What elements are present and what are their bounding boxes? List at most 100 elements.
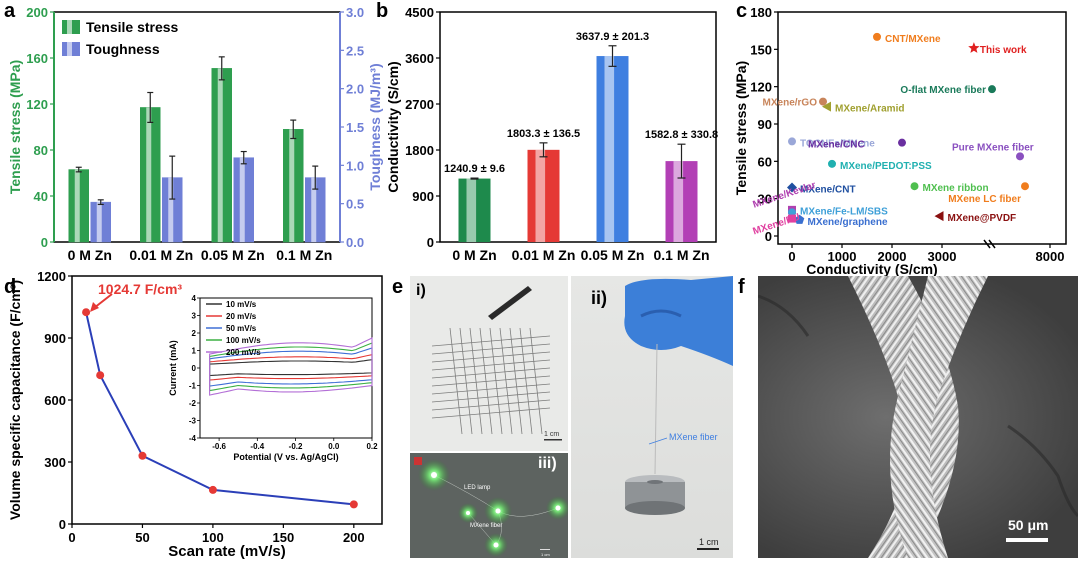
panel-d-inset-legend-label: 20 mV/s xyxy=(226,312,257,321)
panel-c-label-mxene-lc-fiber: MXene LC fiber xyxy=(948,194,1021,205)
panel-d-data-point xyxy=(82,308,91,317)
clip-icon xyxy=(414,457,422,465)
panel-b-xtick-label: 0.1 M Zn xyxy=(653,247,709,263)
panel-d-inset-xlabel: Potential (V vs. Ag/AgCl) xyxy=(233,452,338,462)
panel-letter-f: f xyxy=(738,276,745,298)
photo-e-i: i) 1 cm xyxy=(410,276,568,451)
mxene-fiber-line xyxy=(654,343,658,475)
panel-c-ytick-label: 60 xyxy=(758,154,772,169)
panel-d-data-point xyxy=(208,485,217,494)
panel-a-ytick-label: 80 xyxy=(34,143,48,158)
panel-d-inset-xtick-label: 0.0 xyxy=(328,442,340,451)
panel-b-data-label: 1240.9 ± 9.6 xyxy=(444,163,505,175)
panel-d-xtick-label: 200 xyxy=(343,530,365,545)
photo-e-iii-label: iii) xyxy=(538,455,557,472)
panel-a-bar-sheen xyxy=(289,129,295,242)
panel-a-ytick-label: 40 xyxy=(34,189,48,204)
photo-e-iii: iii) LED lamp MXene fiber 1 cm xyxy=(410,453,568,558)
panel-d-inset-ytick-label: -4 xyxy=(189,434,197,443)
panel-b-data-label: 3637.9 ± 201.3 xyxy=(576,31,649,43)
panel-b-ytick-label: 3600 xyxy=(405,51,434,66)
panel-d-ytick-label: 300 xyxy=(44,455,66,470)
panel-c-point-mxene-lc-fiber xyxy=(1021,182,1029,191)
glove-icon xyxy=(624,276,733,366)
panel-a-bar-sheen xyxy=(168,177,174,242)
panel-d-inset-xtick-label: -0.2 xyxy=(289,442,303,451)
panel-d-xlabel: Scan rate (mV/s) xyxy=(168,543,286,560)
panel-letter-a: a xyxy=(4,0,16,22)
panel-c-xtick-label: 2000 xyxy=(878,249,907,264)
panel-b-ylabel: Conductivity (S/cm) xyxy=(385,61,401,192)
panel-a-ytick-label: 0 xyxy=(41,235,48,250)
panel-a-ytick-label: 120 xyxy=(26,97,48,112)
sem-fiber-drawing xyxy=(758,276,1078,558)
panel-c-point-cnt-mxene xyxy=(873,32,881,41)
panel-c-point-mxene-pedot-pss xyxy=(828,159,836,168)
panel-b-bar-sheen xyxy=(673,161,684,242)
photo-e-i-label: i) xyxy=(416,282,426,299)
panel-d-ytick-label: 0 xyxy=(59,517,66,532)
panel-a-ylabel: Tensile stress (MPa) xyxy=(7,60,23,194)
panel-c-ytick-label: 90 xyxy=(758,117,772,132)
panel-d-inset-ytick-label: -2 xyxy=(189,399,197,408)
panel-c-point-mxene-ribbon xyxy=(910,182,919,191)
panel-d-annotation-arrow xyxy=(93,293,113,309)
panel-c-label-cnt-mxene: CNT/MXene xyxy=(885,34,941,45)
panel-c-point-o-flat-mxene-fiber xyxy=(988,85,996,94)
panel-c-point-this-work xyxy=(968,42,980,53)
panel-a-xtick-label: 0.01 M Zn xyxy=(129,247,193,263)
panel-c-ylabel: Tensile stress (MPa) xyxy=(733,61,749,195)
panel-c-point-mxene-rgo xyxy=(819,97,827,106)
panel-a-xtick-label: 0 M Zn xyxy=(68,247,112,263)
panel-a-ytick-label: 200 xyxy=(26,5,48,20)
panel-d-ylabel: Volume specific capacitance (F/cm³) xyxy=(7,280,23,520)
panel-d-inset-xtick-label: 0.2 xyxy=(366,442,378,451)
panel-c-point-mxene-graphene xyxy=(794,214,805,224)
panel-a-bar-sheen xyxy=(217,68,223,242)
panel-b-ytick-label: 1800 xyxy=(405,143,434,158)
panel-c-xlabel: Conductivity (S/cm) xyxy=(806,261,937,277)
panel-d-inset-cv-200-mv-s xyxy=(209,337,373,396)
panel-c-label-this-work: This work xyxy=(980,45,1027,56)
panel-letter-b: b xyxy=(376,0,389,22)
panel-b-xtick-label: 0 M Zn xyxy=(452,247,496,263)
weight-lifting-drawing xyxy=(624,276,733,550)
panel-b-xtick-label: 0.01 M Zn xyxy=(512,247,576,263)
panel-b-ytick-label: 900 xyxy=(412,189,434,204)
panel-a-y2tick-label: 1.5 xyxy=(346,120,364,135)
led-array-drawing xyxy=(414,457,568,557)
photo-f-sem: 50 μm xyxy=(758,276,1078,558)
panel-c-label-mxene-cnc: MXene/CNC xyxy=(808,140,865,151)
panel-c-ytick-label: 150 xyxy=(750,42,772,57)
panel-a-bar-sheen xyxy=(146,107,152,242)
panel-d-inset-xtick-label: -0.6 xyxy=(212,442,226,451)
panel-d-annotation-arrowhead xyxy=(90,302,99,312)
panel-letter-d: d xyxy=(4,276,17,298)
panel-c-label-mxene-ribbon: MXene ribbon xyxy=(923,183,989,194)
panel-a-y2tick-label: 0.0 xyxy=(346,235,364,250)
panel-c-point-mxene-cnc xyxy=(898,138,906,147)
panel-c-label-mxene-pedot-pss: MXene/PEDOT:PSS xyxy=(840,161,932,172)
panel-c-label-mxene-pvdf: MXene@PVDF xyxy=(948,213,1017,224)
panel-a-xtick-label: 0.05 M Zn xyxy=(201,247,265,263)
panel-c-point-mxene-pvdf xyxy=(934,211,944,222)
panel-d-inset-ytick-label: -3 xyxy=(189,417,197,426)
panel-d-inset-legend-label: 50 mV/s xyxy=(226,324,257,333)
panel-c-label-mxene-fe-lm-sbs: MXene/Fe-LM/SBS xyxy=(800,206,888,217)
panel-b-frame xyxy=(439,11,717,243)
panel-c-point-tocnfs-mxene xyxy=(788,137,796,146)
panel-b-ytick-label: 2700 xyxy=(405,97,434,112)
panel-c-xtick-label: 3000 xyxy=(928,249,957,264)
photo-e-ii: ii) MXene fiber 1 cm xyxy=(571,276,733,558)
fiber-grid-drawing xyxy=(431,286,562,441)
panel-d-ytick-label: 1200 xyxy=(37,269,66,284)
panel-d-inset-ytick-label: 2 xyxy=(192,329,197,338)
panel-a-y2tick-label: 2.0 xyxy=(346,82,364,97)
panel-a-legend-sheen xyxy=(67,42,72,56)
photo-e-iii-fiber-label: MXene fiber xyxy=(470,523,503,529)
panel-d-inset-ytick-label: -1 xyxy=(189,382,197,391)
panel-b-ytick-label: 4500 xyxy=(405,5,434,20)
panel-c-frame xyxy=(777,11,1067,245)
panel-a-y2tick-label: 0.5 xyxy=(346,197,364,212)
panel-c-point-mxene-pu xyxy=(788,214,796,223)
